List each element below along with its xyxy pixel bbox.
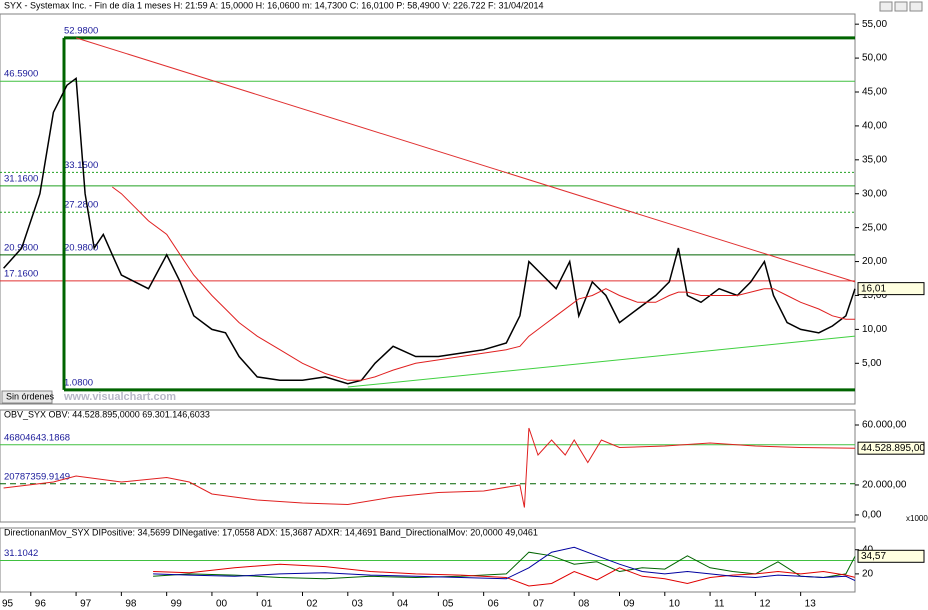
panel-frame	[0, 13, 856, 405]
minimize-button[interactable]	[879, 1, 893, 12]
x-tick-label: 96	[35, 599, 47, 610]
y-tick-label: 0,00	[862, 510, 882, 521]
series-line	[3, 76, 856, 385]
x-tick-label: 08	[578, 599, 590, 610]
orders-button[interactable]	[1, 390, 53, 404]
x-tick-label: 95	[2, 599, 14, 610]
panel-header: OBV_SYX OBV: 44.528.895,0000 69.301.146,…	[4, 409, 210, 419]
y-tick-label: 60.000,00	[862, 420, 907, 431]
level-label: 31.1042	[4, 548, 38, 559]
y-tick-label: 15,00	[862, 290, 887, 301]
x-tick-label: 00	[216, 599, 228, 610]
x-tick-label: 06	[488, 599, 500, 610]
last-value-label: 34,57	[861, 551, 886, 562]
y-tick-label: 20	[862, 569, 874, 580]
level-label: 52.9800	[64, 25, 98, 36]
orders-button-label: Sin órdenes	[6, 391, 55, 401]
level-label: 46.5900	[4, 69, 38, 80]
level-label: 31.1600	[4, 173, 38, 184]
last-value-label: 16,01	[861, 283, 886, 294]
y-tick-label: 30,00	[862, 188, 887, 199]
level-label: 27.2800	[64, 200, 98, 211]
y-tick-label: 20.000,00	[862, 480, 907, 491]
level-label: 46804643.1868	[4, 432, 70, 443]
last-value-box	[857, 441, 925, 455]
level-label: 17.1600	[4, 268, 38, 279]
series-line	[153, 551, 856, 580]
x-tick-label: 03	[352, 599, 364, 610]
series-line	[153, 546, 856, 582]
x-tick-label: 01	[261, 599, 273, 610]
x-tick-label: 07	[533, 599, 545, 610]
x-tick-label: 13	[805, 599, 817, 610]
x-tick-label: 97	[80, 599, 92, 610]
last-value-box	[857, 282, 925, 296]
trendline	[347, 335, 856, 388]
maximize-button[interactable]	[894, 1, 908, 12]
y-tick-label: 50,00	[862, 53, 887, 64]
x-tick-label: 04	[397, 599, 409, 610]
x-tick-label: 12	[759, 599, 771, 610]
y-tick-label: 55,00	[862, 19, 887, 30]
last-value-box	[857, 549, 925, 563]
series-line	[153, 563, 856, 587]
y-tick-label: 45,00	[862, 87, 887, 98]
x-tick-label: 99	[171, 599, 183, 610]
level-label: 33.1500	[64, 160, 98, 171]
window-controls[interactable]	[879, 1, 923, 12]
panel-header: DirectionanMov_SYX DIPositive: 34,5699 D…	[4, 527, 538, 537]
level-label: 20.9800	[64, 242, 98, 253]
y-tick-label: 25,00	[862, 222, 887, 233]
series-line	[112, 186, 855, 381]
x-tick-label: 05	[442, 599, 454, 610]
close-button[interactable]	[909, 1, 923, 12]
level-label: 20787359.9149	[4, 471, 70, 482]
panel-header: SYX - Systemax Inc. - Fin de día 1 meses…	[4, 0, 544, 10]
y-tick-label: 40,00	[862, 121, 887, 132]
x-tick-label: 10	[669, 599, 681, 610]
series-line	[3, 427, 856, 508]
level-label: 1.0800	[64, 377, 93, 388]
trendline	[75, 37, 856, 283]
x-tick-label: 98	[125, 599, 137, 610]
panel-frame	[0, 409, 856, 523]
last-value-label: 44.528.895,00	[861, 443, 925, 454]
x-tick-label: 11	[714, 599, 725, 610]
scale-note: x1000	[906, 514, 928, 523]
x-tick-label: 09	[624, 599, 636, 610]
y-tick-label: 10,00	[862, 324, 887, 335]
y-tick-label: 35,00	[862, 154, 887, 165]
y-tick-label: 20,00	[862, 256, 887, 267]
y-tick-label: 5,00	[862, 358, 882, 369]
watermark: www.visualchart.com	[63, 391, 176, 403]
x-tick-label: 02	[307, 599, 319, 610]
